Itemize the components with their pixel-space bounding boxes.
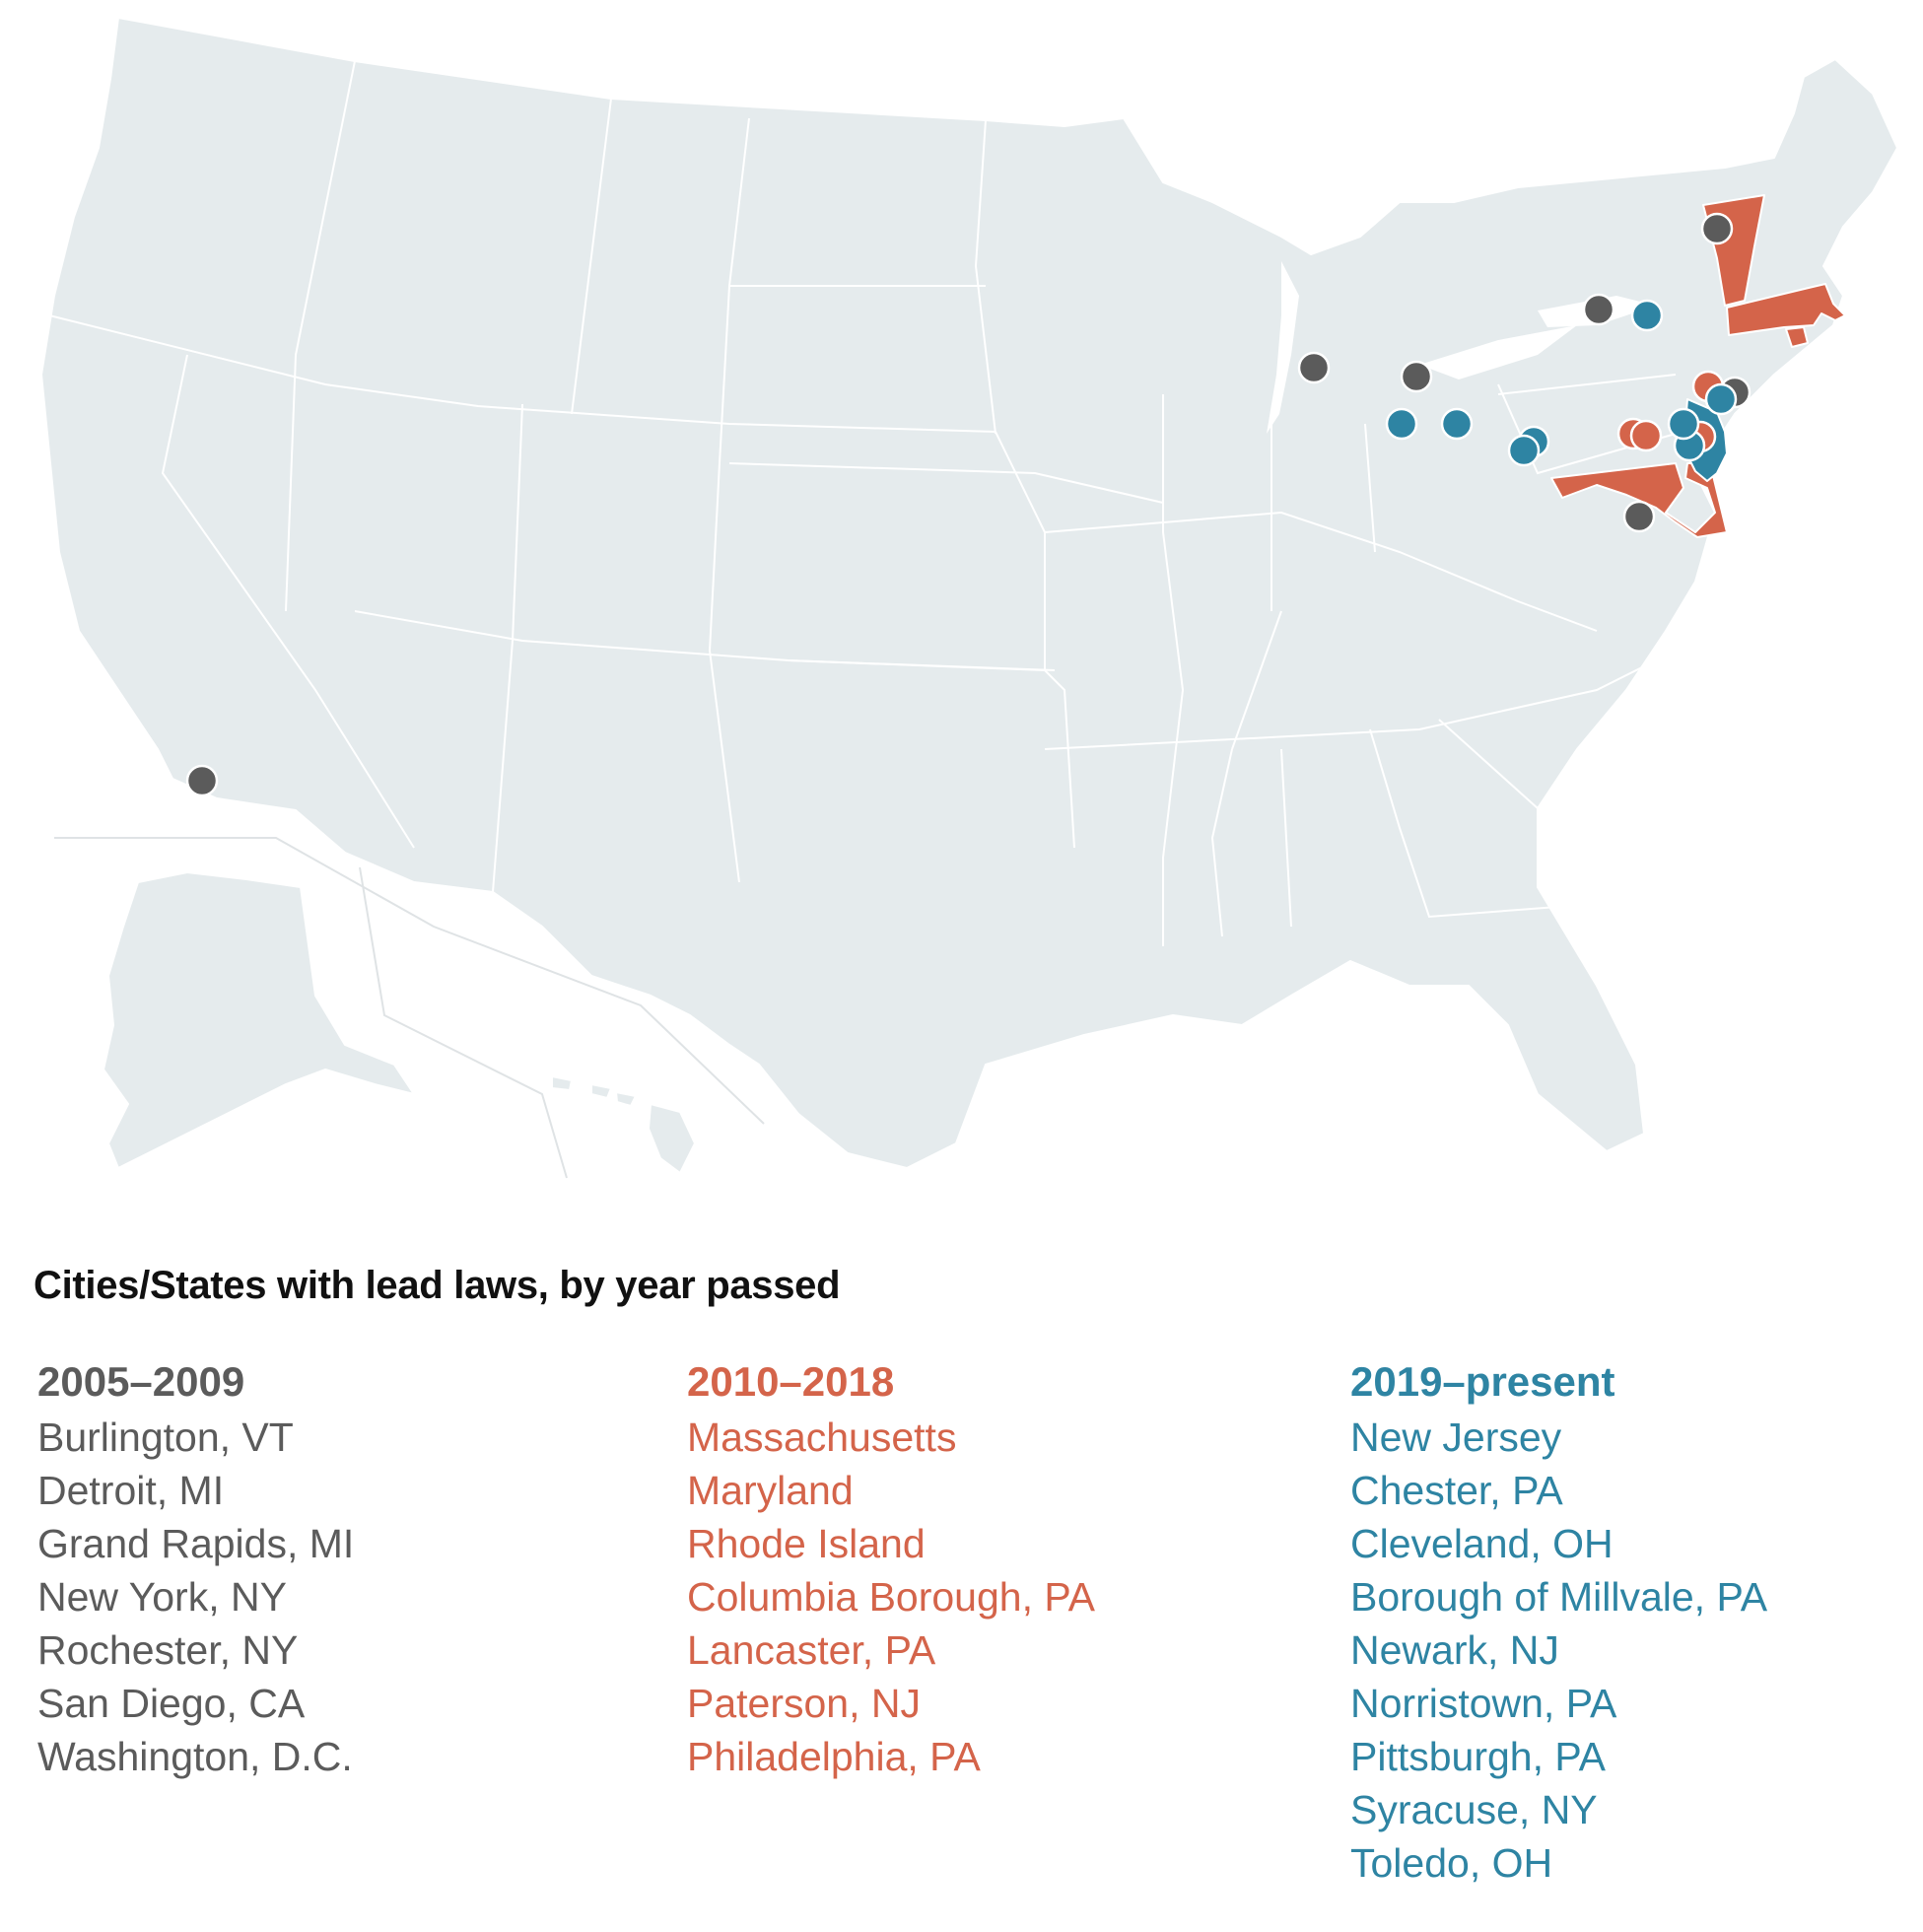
- legend-item: Burlington, VT: [37, 1414, 294, 1460]
- city-marker: [185, 764, 219, 797]
- city-marker: [1440, 407, 1474, 441]
- legend-group-list: Massachusetts Maryland Rhode Island Columbi…: [687, 1411, 1095, 1783]
- legend-group-2019-present: 2019–present New Jersey Chester, PA Clevel…: [1350, 1355, 1767, 1890]
- legend-item: Cleveland, OH: [1350, 1521, 1614, 1566]
- city-marker: [1400, 360, 1433, 393]
- legend-item: Philadelphia, PA: [687, 1734, 981, 1779]
- legend-item: New York, NY: [37, 1574, 287, 1620]
- legend-group-list: Burlington, VT Detroit, MI Grand Rapids, M…: [37, 1411, 354, 1783]
- legend-item: Borough of Millvale, PA: [1350, 1574, 1768, 1620]
- legend-item: Paterson, NJ: [687, 1681, 921, 1726]
- legend-item: Lancaster, PA: [687, 1627, 936, 1673]
- legend-item: Rhode Island: [687, 1521, 926, 1566]
- legend-item: Toledo, OH: [1350, 1840, 1553, 1886]
- city-marker: [1629, 419, 1663, 452]
- legend-item: Columbia Borough, PA: [687, 1574, 1096, 1620]
- legend-group-2010-2018: 2010–2018 Massachusetts Maryland Rhode Isl…: [687, 1355, 1095, 1783]
- legend-item: Norristown, PA: [1350, 1681, 1617, 1726]
- us-map: [40, 17, 1898, 1179]
- city-marker: [1385, 407, 1418, 441]
- city-marker: [1667, 407, 1700, 441]
- legend-item: Rochester, NY: [37, 1627, 299, 1673]
- legend-item: Chester, PA: [1350, 1468, 1563, 1513]
- legend-item: Detroit, MI: [37, 1468, 225, 1513]
- legend-item: Washington, D.C.: [37, 1734, 353, 1779]
- legend-group-heading: 2005–2009: [37, 1358, 245, 1405]
- legend-item: Maryland: [687, 1468, 854, 1513]
- legend-group-list: New Jersey Chester, PA Cleveland, OH Boroug…: [1350, 1411, 1767, 1890]
- city-marker: [1582, 293, 1615, 326]
- legend-group-heading: 2010–2018: [687, 1358, 895, 1405]
- hawaii-islands: [551, 1075, 637, 1107]
- state-massachusetts: [1726, 283, 1846, 336]
- city-marker: [1630, 299, 1664, 332]
- legend-item: Massachusetts: [687, 1414, 957, 1460]
- legend-item: Pittsburgh, PA: [1350, 1734, 1607, 1779]
- legend-item: Grand Rapids, MI: [37, 1521, 355, 1566]
- hawaii: [648, 1103, 696, 1174]
- lake-michigan: [1267, 261, 1299, 434]
- city-marker: [1700, 212, 1734, 245]
- legend-group-heading: 2019–present: [1350, 1358, 1615, 1405]
- contiguous-us-landmass: [40, 17, 1898, 1169]
- city-marker: [1622, 500, 1656, 533]
- city-marker: [1704, 382, 1738, 416]
- legend-item: San Diego, CA: [37, 1681, 306, 1726]
- state-rhode-island: [1785, 326, 1809, 348]
- inset-boundaries: [54, 837, 765, 1179]
- legend-group-2005-2009: 2005–2009 Burlington, VT Detroit, MI Grand…: [37, 1355, 354, 1783]
- state-borders: [40, 60, 1677, 946]
- legend-item: Newark, NJ: [1350, 1627, 1559, 1673]
- city-marker: [1297, 351, 1331, 384]
- alaska: [103, 871, 415, 1169]
- lake-erie: [1419, 325, 1577, 380]
- legend-item: Syracuse, NY: [1350, 1787, 1598, 1832]
- city-markers: [185, 212, 1751, 797]
- legend-item: New Jersey: [1350, 1414, 1562, 1460]
- city-marker: [1507, 434, 1541, 467]
- legend-title: Cities/States with lead laws, by year pa…: [34, 1264, 841, 1307]
